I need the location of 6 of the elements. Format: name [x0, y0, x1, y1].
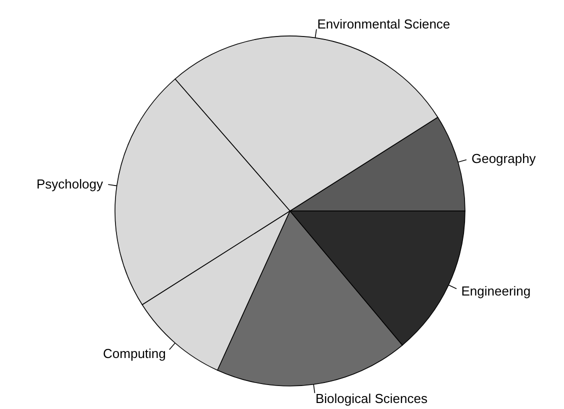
slice-label: Psychology [36, 176, 104, 192]
slice-label: Computing [103, 346, 166, 362]
slice-label: Geography [471, 150, 536, 166]
slice-label: Environmental Science [317, 16, 450, 32]
slice-label: Engineering [461, 283, 531, 298]
slice-label: Biological Sciences [315, 390, 428, 406]
